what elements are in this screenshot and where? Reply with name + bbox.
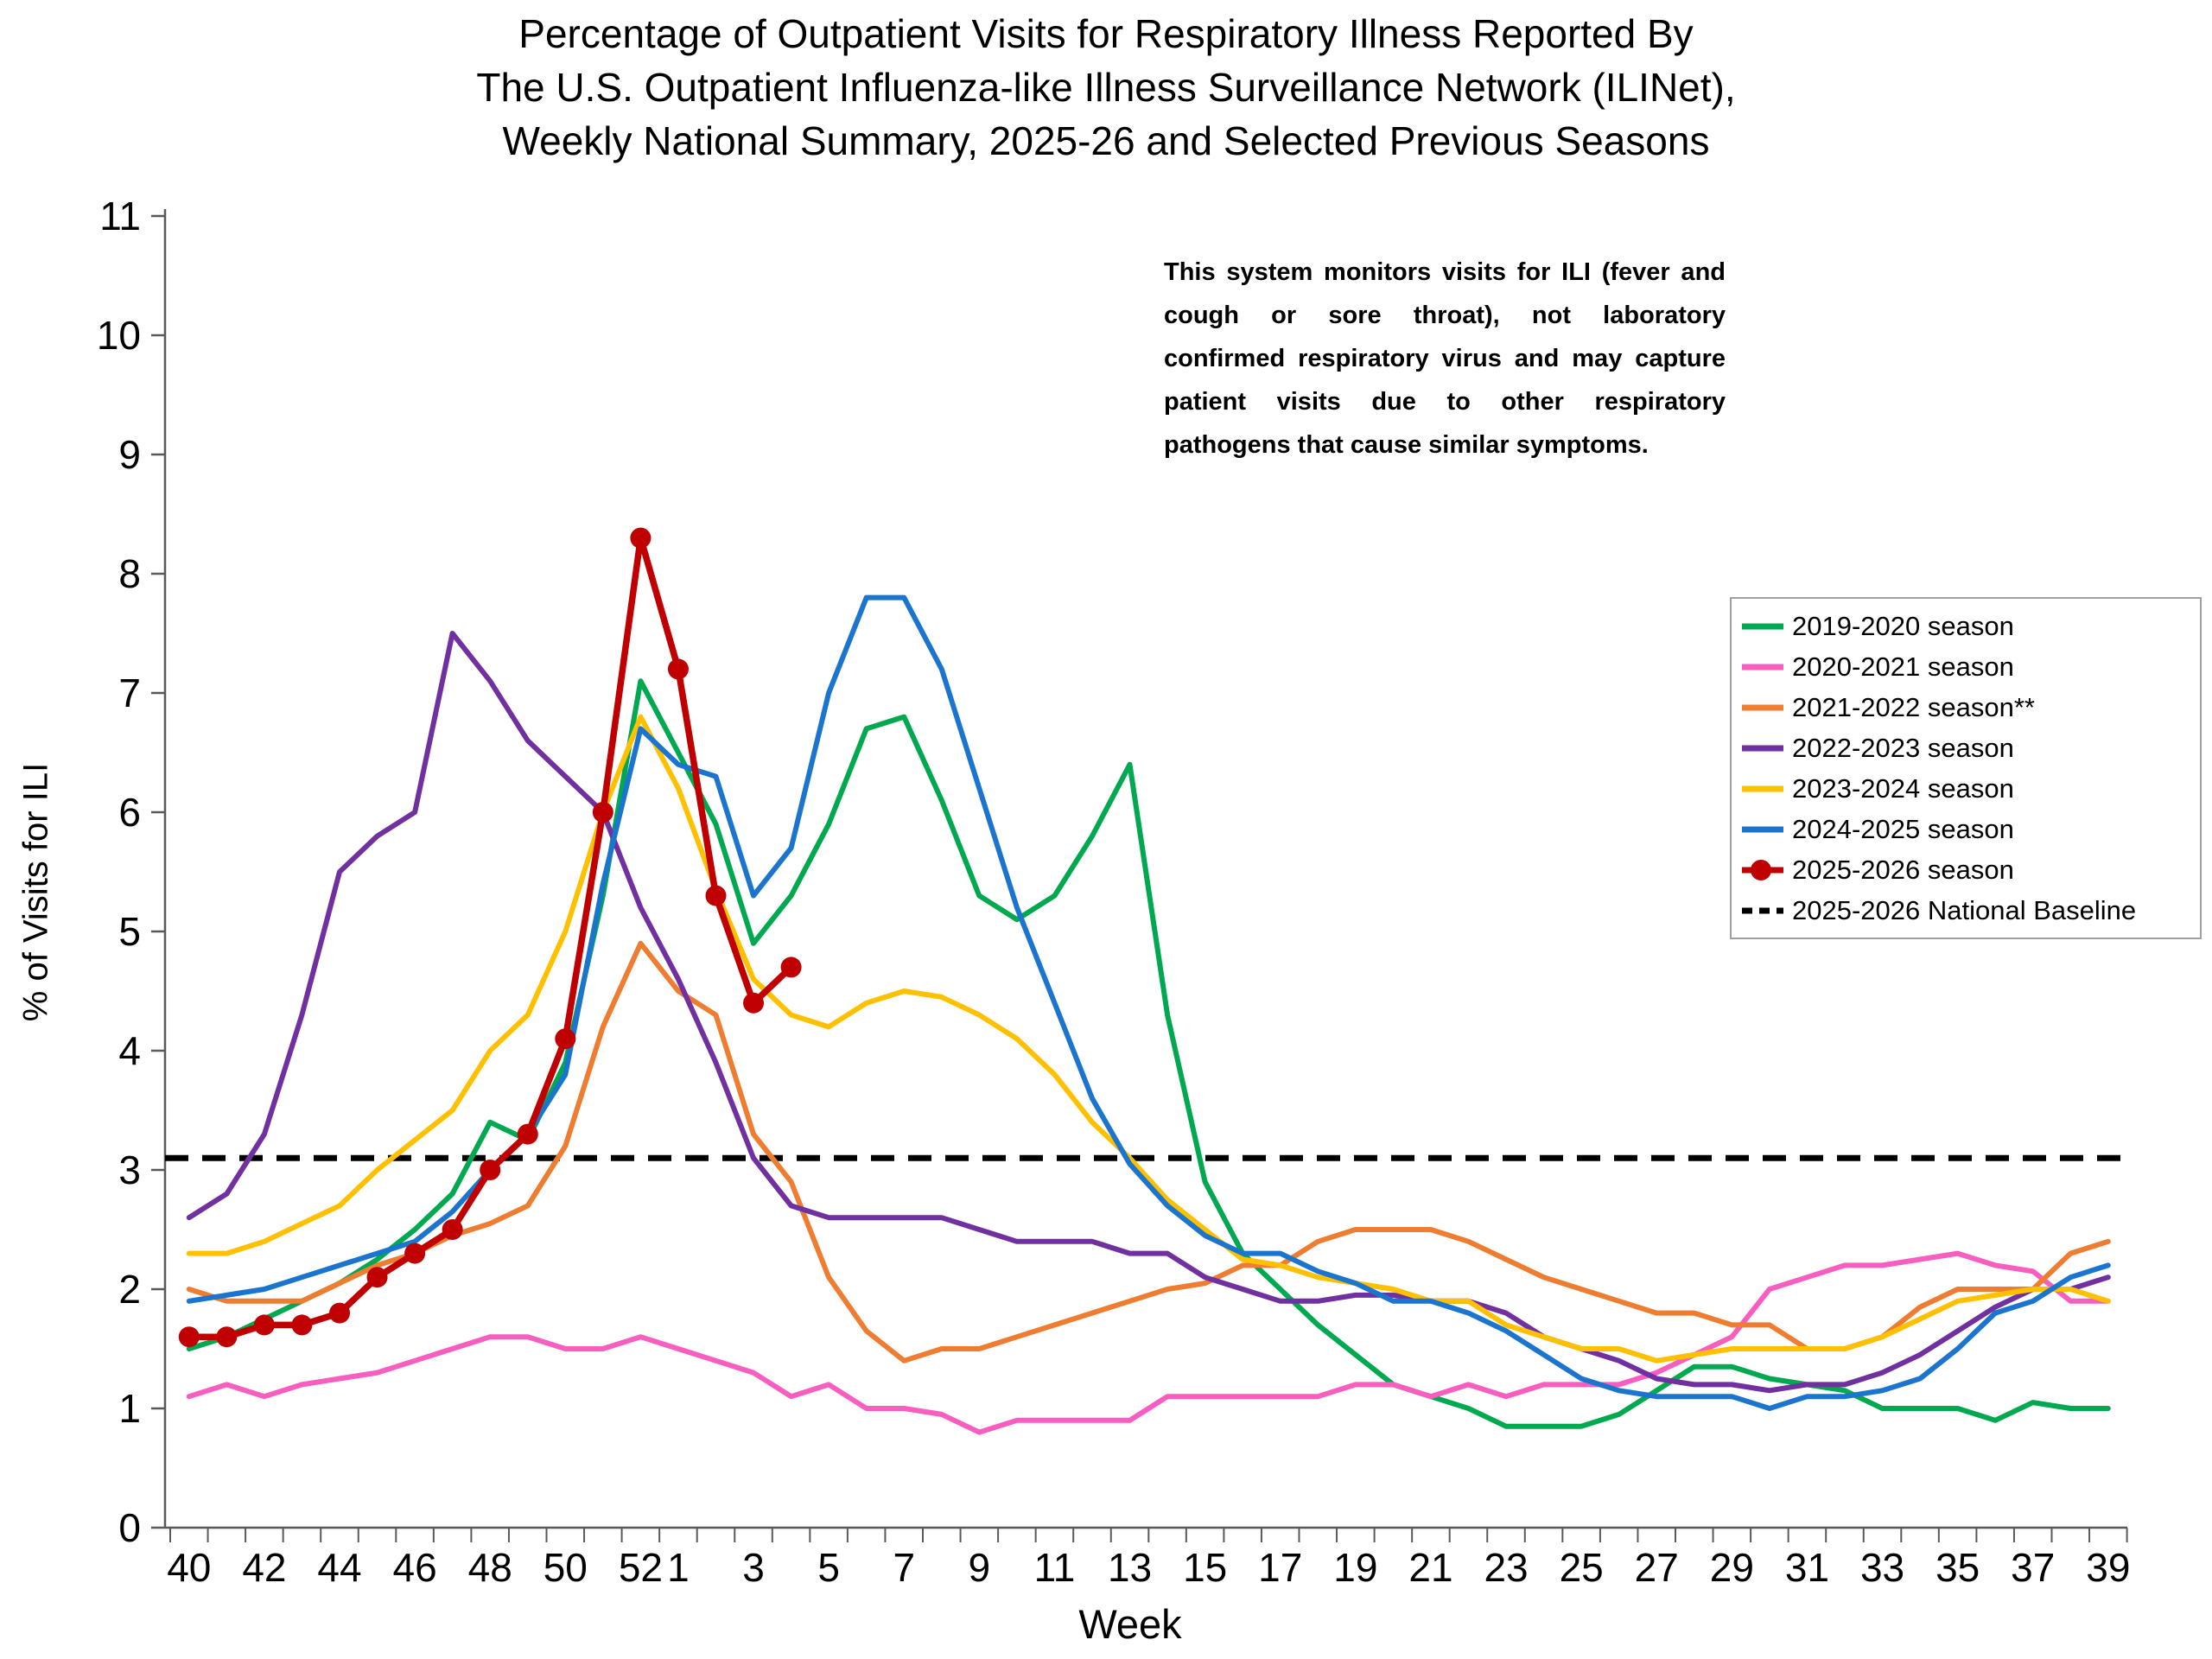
- x-tick-label: 35: [1936, 1545, 1980, 1590]
- marker-2025-2026: [253, 1314, 275, 1336]
- x-tick-label: 11: [1034, 1545, 1076, 1590]
- legend-item-label: 2021-2022 season**: [1792, 691, 2035, 722]
- legend-item-label: 2023-2024 season: [1792, 772, 2014, 804]
- line-2020-2021-season: [186, 1250, 2111, 1435]
- marker-2025-2026: [480, 1160, 501, 1180]
- chart-title-line2: The U.S. Outpatient Influenza-like Illne…: [476, 65, 1736, 110]
- line-2023-2024-season: [186, 714, 2111, 1363]
- y-tick-label: 4: [118, 1028, 141, 1073]
- y-tick-label: 11: [99, 194, 141, 238]
- y-tick-label: 9: [118, 432, 141, 477]
- marker-2025-2026: [178, 1326, 200, 1348]
- marker-2025-2026: [743, 992, 765, 1014]
- legend-item: 2025-2026 National Baseline: [1742, 890, 2190, 931]
- x-tick-label: 23: [1484, 1545, 1528, 1590]
- y-tick-label: 2: [118, 1267, 141, 1312]
- x-tick-label: 33: [1860, 1545, 1904, 1590]
- legend-item-label: 2025-2026 season: [1792, 854, 2014, 885]
- x-axis-title: Week: [1078, 1601, 1182, 1647]
- marker-2025-2026: [442, 1219, 463, 1240]
- ili-definition-note: This system monitors visits for ILI (fev…: [1164, 258, 1726, 459]
- marker-2025-2026: [705, 885, 727, 906]
- marker-2025-2026: [780, 957, 802, 978]
- x-tick-label: 29: [1710, 1545, 1754, 1590]
- legend-item: 2022-2023 season: [1742, 728, 2190, 768]
- y-tick-label: 0: [118, 1505, 141, 1550]
- legend-dashed-line-icon: [1742, 907, 1783, 913]
- x-tick-label: 15: [1183, 1545, 1227, 1590]
- line-2021-2022-season-: [186, 940, 2111, 1363]
- x-tick-label: 40: [167, 1545, 211, 1590]
- y-tick-label: 8: [118, 551, 141, 596]
- y-tick-label: 10: [97, 313, 141, 358]
- line-2022-2023-season: [186, 631, 2111, 1394]
- x-tick-label: 44: [317, 1545, 361, 1590]
- legend-line-icon: [1742, 704, 1783, 710]
- line-2019-2020-season: [186, 678, 2111, 1429]
- marker-2025-2026: [216, 1326, 238, 1348]
- legend-item: 2025-2026 season: [1742, 849, 2190, 890]
- legend-item: 2024-2025 season: [1742, 809, 2190, 849]
- marker-2025-2026: [667, 658, 689, 680]
- y-tick-label: 3: [118, 1147, 141, 1192]
- chart-title-line1: Percentage of Outpatient Visits for Resp…: [518, 11, 1694, 56]
- legend-item-label: 2020-2021 season: [1792, 651, 2014, 682]
- line-2025-2026-season: [186, 534, 795, 1340]
- legend-item-label: 2025-2026 National Baseline: [1792, 894, 2137, 925]
- y-tick-label: 6: [118, 790, 141, 835]
- x-tick-label: 37: [2011, 1545, 2055, 1590]
- marker-2025-2026: [404, 1243, 426, 1264]
- legend-item: 2020-2021 season: [1742, 646, 2190, 687]
- legend-item-label: 2019-2020 season: [1792, 610, 2014, 641]
- x-tick-label: 3: [742, 1545, 765, 1590]
- x-tick-label: 5: [817, 1545, 840, 1590]
- marker-2025-2026: [517, 1123, 538, 1145]
- x-tick-label: 52: [619, 1545, 663, 1590]
- x-tick-label: 25: [1560, 1545, 1604, 1590]
- chart-title-line3: Weekly National Summary, 2025-26 and Sel…: [502, 118, 1710, 163]
- x-tick-label: 31: [1785, 1545, 1829, 1590]
- marker-2025-2026: [366, 1267, 388, 1288]
- x-tick-label: 1: [667, 1545, 690, 1590]
- marker-2025-2026: [329, 1302, 350, 1324]
- x-tick-label: 50: [543, 1545, 588, 1590]
- x-tick-label: 21: [1408, 1545, 1452, 1590]
- marker-2025-2026: [630, 527, 652, 549]
- legend-item: 2023-2024 season: [1742, 768, 2190, 809]
- x-tick-label: 46: [393, 1545, 437, 1590]
- marker-2025-2026: [291, 1314, 313, 1336]
- legend-item-label: 2024-2025 season: [1792, 813, 2014, 844]
- x-tick-label: 7: [893, 1545, 915, 1590]
- x-tick-label: 19: [1333, 1545, 1377, 1590]
- legend-item-label: 2022-2023 season: [1792, 732, 2014, 763]
- x-tick-label: 27: [1635, 1545, 1679, 1590]
- legend-item: 2019-2020 season: [1742, 606, 2190, 646]
- legend-line-icon: [1742, 826, 1783, 832]
- x-tick-label: 42: [242, 1545, 286, 1590]
- legend-line-icon: [1742, 745, 1783, 751]
- y-tick-label: 5: [118, 909, 141, 954]
- legend: 2019-2020 season 2020-2021 season 2021-202…: [1730, 597, 2202, 939]
- y-tick-label: 7: [118, 671, 141, 715]
- legend-line-icon: [1742, 859, 1783, 880]
- marker-2025-2026: [555, 1028, 576, 1050]
- x-tick-label: 13: [1108, 1545, 1152, 1590]
- legend-line-icon: [1742, 785, 1783, 791]
- x-tick-label: 48: [468, 1545, 512, 1590]
- x-tick-label: 9: [969, 1545, 991, 1590]
- x-tick-label: 17: [1258, 1545, 1302, 1590]
- legend-item: 2021-2022 season**: [1742, 687, 2190, 728]
- y-tick-label: 1: [118, 1386, 141, 1431]
- chart-title: Percentage of Outpatient Visits for Resp…: [0, 7, 2212, 168]
- x-tick-label: 39: [2086, 1545, 2130, 1590]
- legend-line-icon: [1742, 623, 1783, 629]
- marker-2025-2026: [592, 802, 613, 823]
- legend-line-icon: [1742, 664, 1783, 670]
